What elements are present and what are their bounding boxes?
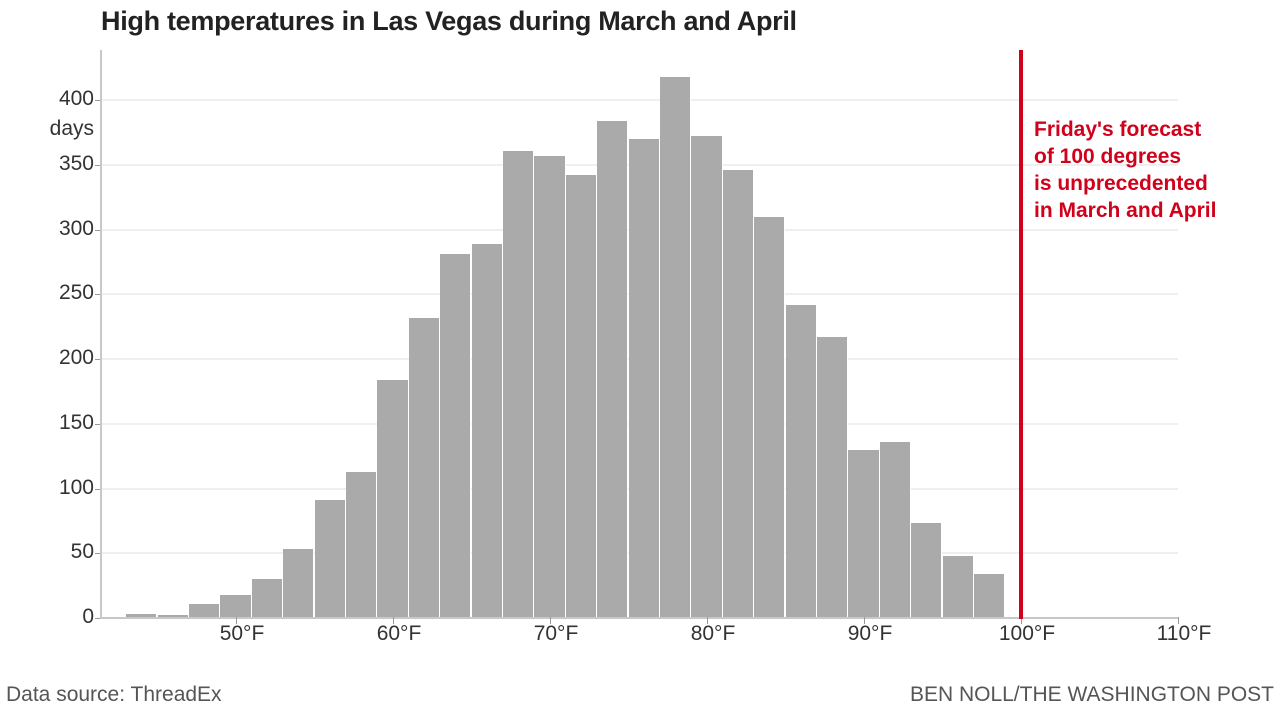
histogram-bar <box>502 150 535 618</box>
histogram-bar <box>345 471 378 618</box>
histogram-bar <box>785 304 817 618</box>
histogram-bar <box>440 254 472 618</box>
y-tick-label: 400 <box>58 87 94 110</box>
y-tick <box>95 423 101 425</box>
histogram-bar <box>816 336 849 618</box>
histogram-bar <box>879 441 912 618</box>
x-tick <box>707 617 708 624</box>
gridline <box>101 99 1178 101</box>
y-tick <box>95 229 101 231</box>
x-tick <box>393 617 394 624</box>
histogram-bar <box>597 120 629 618</box>
y-tick-label: 350 <box>58 151 94 175</box>
x-tick-label: 70°F <box>533 622 579 645</box>
histogram-bar <box>471 243 503 618</box>
histogram-bar <box>188 603 221 618</box>
x-axis <box>101 617 1178 619</box>
histogram-bar <box>659 76 692 618</box>
y-tick <box>95 294 101 296</box>
y-tick <box>95 164 101 166</box>
y-tick <box>95 359 101 360</box>
y-tick-label: 50 <box>70 540 94 564</box>
histogram-bar <box>973 573 1006 618</box>
x-tick <box>1021 617 1022 624</box>
x-tick <box>236 617 237 624</box>
y-tick <box>95 488 101 490</box>
x-tick <box>1178 617 1179 624</box>
histogram-bar <box>754 216 786 618</box>
forecast-annotation: Friday's forecast of 100 degrees is unpr… <box>1034 116 1216 224</box>
histogram-bar <box>314 500 346 618</box>
x-tick-label: 110°F <box>1156 622 1212 645</box>
y-tick-label: 0 <box>82 605 94 628</box>
y-tick-label: 300 <box>58 216 94 240</box>
y-tick <box>95 553 101 555</box>
y-tick-label: 150 <box>58 410 94 434</box>
histogram-bar <box>911 523 943 618</box>
histogram-bar <box>126 614 158 618</box>
histogram-bar <box>377 379 409 618</box>
histogram-bar <box>691 136 723 618</box>
y-tick-label: 250 <box>58 281 94 305</box>
y-tick <box>95 100 101 101</box>
annotation-line: in March and April <box>1034 199 1217 222</box>
histogram-bar <box>157 615 189 618</box>
chart-title: High temperatures in Las Vegas during Ma… <box>101 6 797 36</box>
histogram-bar <box>848 449 880 618</box>
histogram-bar <box>251 579 284 618</box>
y-tick-label: 100 <box>58 475 94 499</box>
x-tick <box>550 617 551 624</box>
x-tick <box>864 617 865 624</box>
histogram-bar <box>534 155 566 618</box>
histogram-bar <box>628 138 660 618</box>
histogram-bar <box>942 555 974 618</box>
x-tick-label: 80°F <box>690 622 736 645</box>
credit-line: BEN NOLL/THE WASHINGTON POST <box>909 683 1274 706</box>
y-tick-label: 200 <box>58 346 94 369</box>
y-tick <box>95 618 101 619</box>
annotation-line: of 100 degrees <box>1034 145 1182 168</box>
annotation-line: is unprecedented <box>1034 172 1208 195</box>
histogram-bar <box>408 317 441 618</box>
annotation-line: Friday's forecast <box>1034 118 1202 141</box>
forecast-100f-line <box>1019 50 1023 619</box>
histogram-bar <box>722 169 755 618</box>
x-tick-label: 100°F <box>998 622 1056 645</box>
y-axis <box>100 50 102 619</box>
histogram-bar <box>565 175 598 618</box>
data-source-note: Data source: ThreadEx <box>6 683 222 706</box>
histogram-bar <box>220 594 252 618</box>
x-tick-label: 90°F <box>847 622 893 645</box>
x-tick-label: 50°F <box>219 622 265 645</box>
x-tick-label: 60°F <box>376 622 422 645</box>
y-unit-label: days <box>49 117 94 140</box>
histogram-bar <box>283 549 315 618</box>
